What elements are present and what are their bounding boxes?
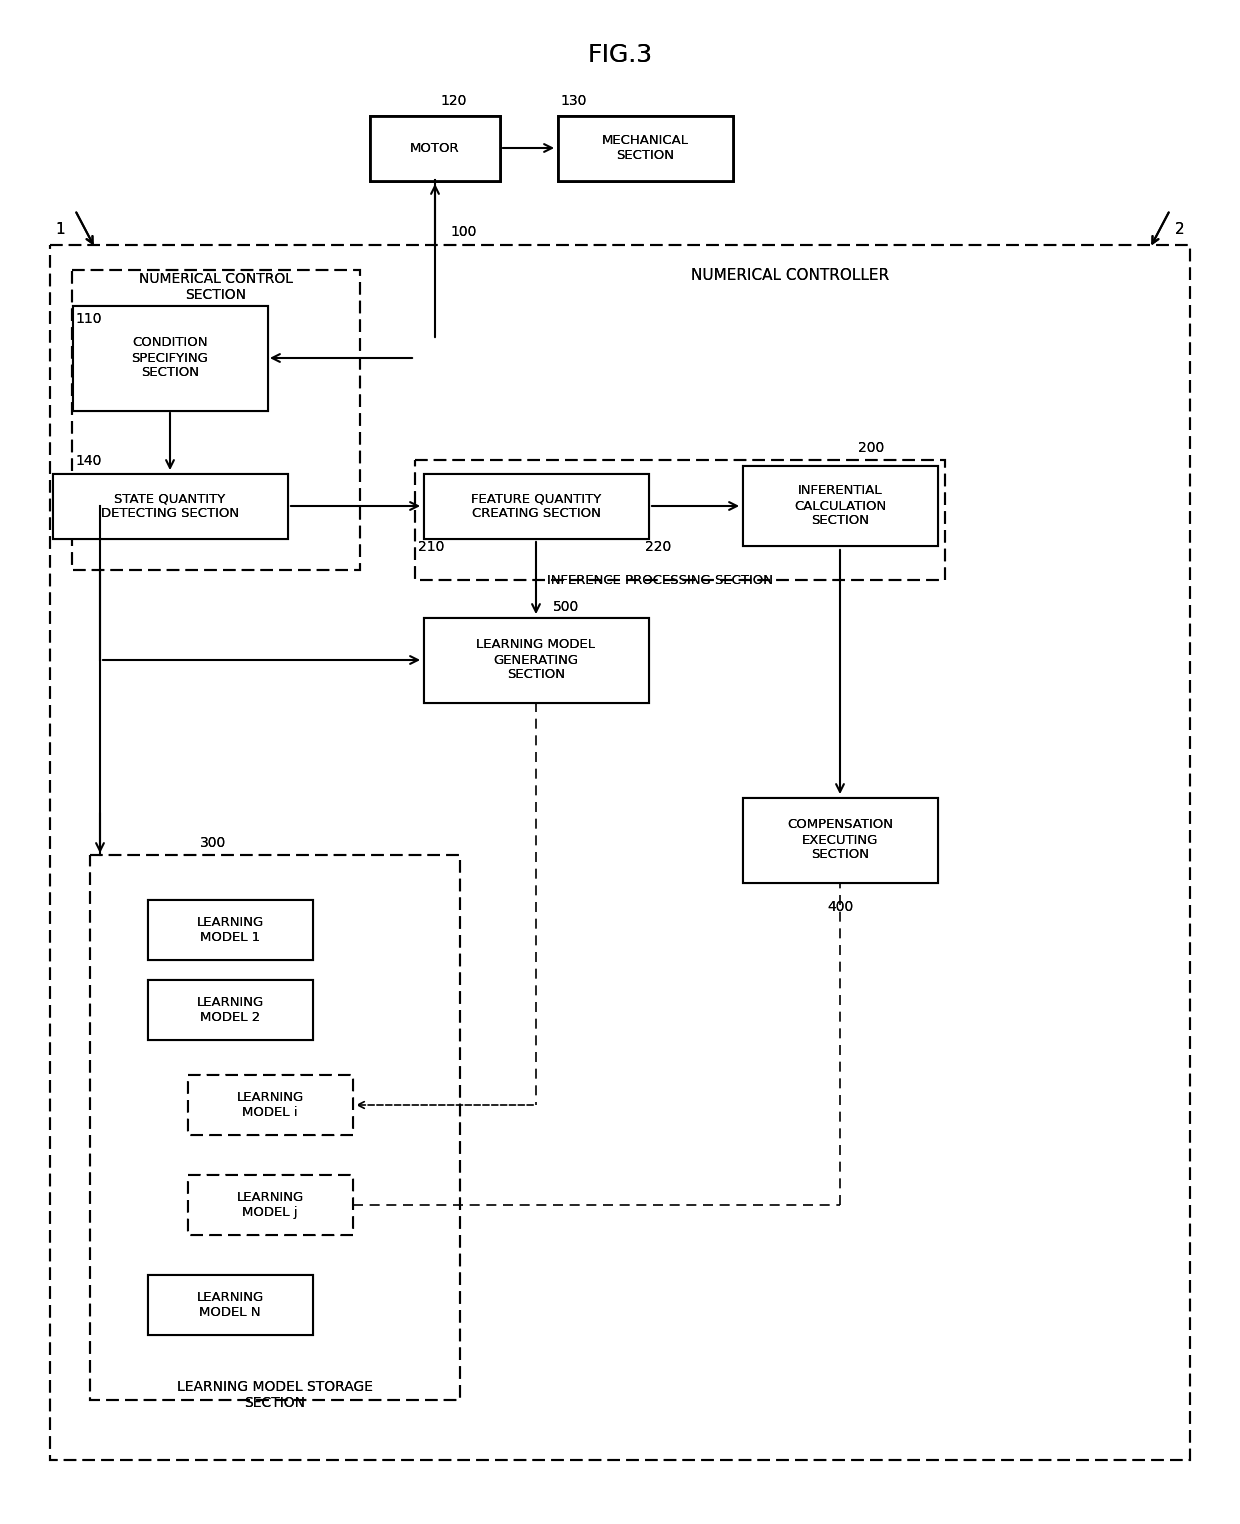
Text: FEATURE QUANTITY
CREATING SECTION: FEATURE QUANTITY CREATING SECTION (471, 492, 601, 520)
Bar (148, 980, 312, 1039)
Text: 200: 200 (858, 440, 884, 456)
Text: 130: 130 (560, 94, 587, 108)
Bar (72, 270, 360, 570)
Bar (50, 245, 1190, 1460)
Bar (370, 116, 500, 180)
Text: LEARNING
MODEL 1: LEARNING MODEL 1 (196, 916, 264, 943)
Text: COMPENSATION
EXECUTING
SECTION: COMPENSATION EXECUTING SECTION (787, 818, 893, 861)
Text: LEARNING
MODEL j: LEARNING MODEL j (237, 1190, 304, 1219)
Text: NUMERICAL CONTROLLER: NUMERICAL CONTROLLER (691, 268, 889, 283)
Text: LEARNING
MODEL 2: LEARNING MODEL 2 (196, 997, 264, 1024)
Text: MECHANICAL
SECTION: MECHANICAL SECTION (601, 134, 688, 162)
Text: LEARNING
MODEL N: LEARNING MODEL N (196, 1291, 264, 1318)
Bar (52, 474, 288, 538)
Text: 110: 110 (74, 312, 102, 326)
Text: STATE QUANTITY
DETECTING SECTION: STATE QUANTITY DETECTING SECTION (100, 492, 239, 520)
Bar (424, 474, 649, 538)
Bar (148, 1276, 312, 1335)
Bar (415, 460, 945, 581)
Bar (743, 466, 937, 546)
Text: 400: 400 (827, 901, 853, 914)
Text: 500: 500 (553, 600, 579, 614)
Text: 110: 110 (74, 312, 102, 326)
Text: 140: 140 (74, 454, 102, 468)
Text: 100: 100 (450, 226, 476, 239)
Text: LEARNING
MODEL i: LEARNING MODEL i (237, 1091, 304, 1119)
Text: 130: 130 (560, 94, 587, 108)
Text: LEARNING
MODEL j: LEARNING MODEL j (237, 1190, 304, 1219)
Bar (187, 1074, 352, 1135)
Bar (558, 116, 733, 180)
Text: 200: 200 (858, 440, 884, 456)
Text: NUMERICAL CONTROL
SECTION: NUMERICAL CONTROL SECTION (139, 271, 293, 302)
Text: INFERENTIAL
CALCULATION
SECTION: INFERENTIAL CALCULATION SECTION (794, 485, 887, 527)
Text: 1: 1 (55, 223, 64, 238)
Bar (743, 797, 937, 882)
Text: NUMERICAL CONTROL
SECTION: NUMERICAL CONTROL SECTION (139, 271, 293, 302)
Bar (91, 855, 460, 1401)
Text: 120: 120 (440, 94, 466, 108)
Bar (72, 305, 268, 410)
Text: 140: 140 (74, 454, 102, 468)
Text: INFERENCE PROCESSING SECTION: INFERENCE PROCESSING SECTION (547, 575, 773, 587)
Text: MECHANICAL
SECTION: MECHANICAL SECTION (601, 134, 688, 162)
Bar (72, 270, 360, 570)
Bar (424, 617, 649, 703)
Bar (148, 980, 312, 1039)
Bar (424, 617, 649, 703)
Text: 1: 1 (55, 223, 64, 238)
Text: 210: 210 (418, 539, 444, 555)
Text: LEARNING
MODEL i: LEARNING MODEL i (237, 1091, 304, 1119)
Bar (424, 474, 649, 538)
Text: STATE QUANTITY
DETECTING SECTION: STATE QUANTITY DETECTING SECTION (100, 492, 239, 520)
Text: 2: 2 (1176, 223, 1185, 238)
Text: 400: 400 (827, 901, 853, 914)
Text: FIG.3: FIG.3 (588, 43, 652, 67)
Bar (415, 460, 945, 581)
Text: CONDITION
SPECIFYING
SECTION: CONDITION SPECIFYING SECTION (131, 337, 208, 379)
Text: INFERENTIAL
CALCULATION
SECTION: INFERENTIAL CALCULATION SECTION (794, 485, 887, 527)
Text: LEARNING
MODEL 2: LEARNING MODEL 2 (196, 997, 264, 1024)
Text: 100: 100 (450, 226, 476, 239)
Text: LEARNING
MODEL 1: LEARNING MODEL 1 (196, 916, 264, 943)
Bar (187, 1074, 352, 1135)
Bar (50, 245, 1190, 1460)
Text: CONDITION
SPECIFYING
SECTION: CONDITION SPECIFYING SECTION (131, 337, 208, 379)
Text: 300: 300 (200, 837, 226, 850)
Bar (187, 1175, 352, 1234)
Bar (743, 466, 937, 546)
Text: MOTOR: MOTOR (410, 142, 460, 154)
Bar (743, 797, 937, 882)
Text: 210: 210 (418, 539, 444, 555)
Text: MOTOR: MOTOR (410, 142, 460, 154)
Bar (370, 116, 500, 180)
Bar (72, 305, 268, 410)
Text: INFERENCE PROCESSING SECTION: INFERENCE PROCESSING SECTION (547, 575, 773, 587)
Bar (148, 1276, 312, 1335)
Text: LEARNING MODEL
GENERATING
SECTION: LEARNING MODEL GENERATING SECTION (476, 639, 595, 681)
Bar (148, 901, 312, 960)
Text: NUMERICAL CONTROLLER: NUMERICAL CONTROLLER (691, 268, 889, 283)
Bar (52, 474, 288, 538)
Text: LEARNING MODEL
GENERATING
SECTION: LEARNING MODEL GENERATING SECTION (476, 639, 595, 681)
Bar (148, 901, 312, 960)
Text: LEARNING
MODEL N: LEARNING MODEL N (196, 1291, 264, 1318)
Text: 300: 300 (200, 837, 226, 850)
Bar (187, 1175, 352, 1234)
Bar (91, 855, 460, 1401)
Text: 220: 220 (645, 539, 671, 555)
Text: LEARNING MODEL STORAGE
SECTION: LEARNING MODEL STORAGE SECTION (177, 1381, 373, 1410)
Text: FEATURE QUANTITY
CREATING SECTION: FEATURE QUANTITY CREATING SECTION (471, 492, 601, 520)
Text: 220: 220 (645, 539, 671, 555)
Text: 500: 500 (553, 600, 579, 614)
Text: 2: 2 (1176, 223, 1185, 238)
Text: FIG.3: FIG.3 (588, 43, 652, 67)
Text: 120: 120 (440, 94, 466, 108)
Text: LEARNING MODEL STORAGE
SECTION: LEARNING MODEL STORAGE SECTION (177, 1381, 373, 1410)
Bar (558, 116, 733, 180)
Text: COMPENSATION
EXECUTING
SECTION: COMPENSATION EXECUTING SECTION (787, 818, 893, 861)
